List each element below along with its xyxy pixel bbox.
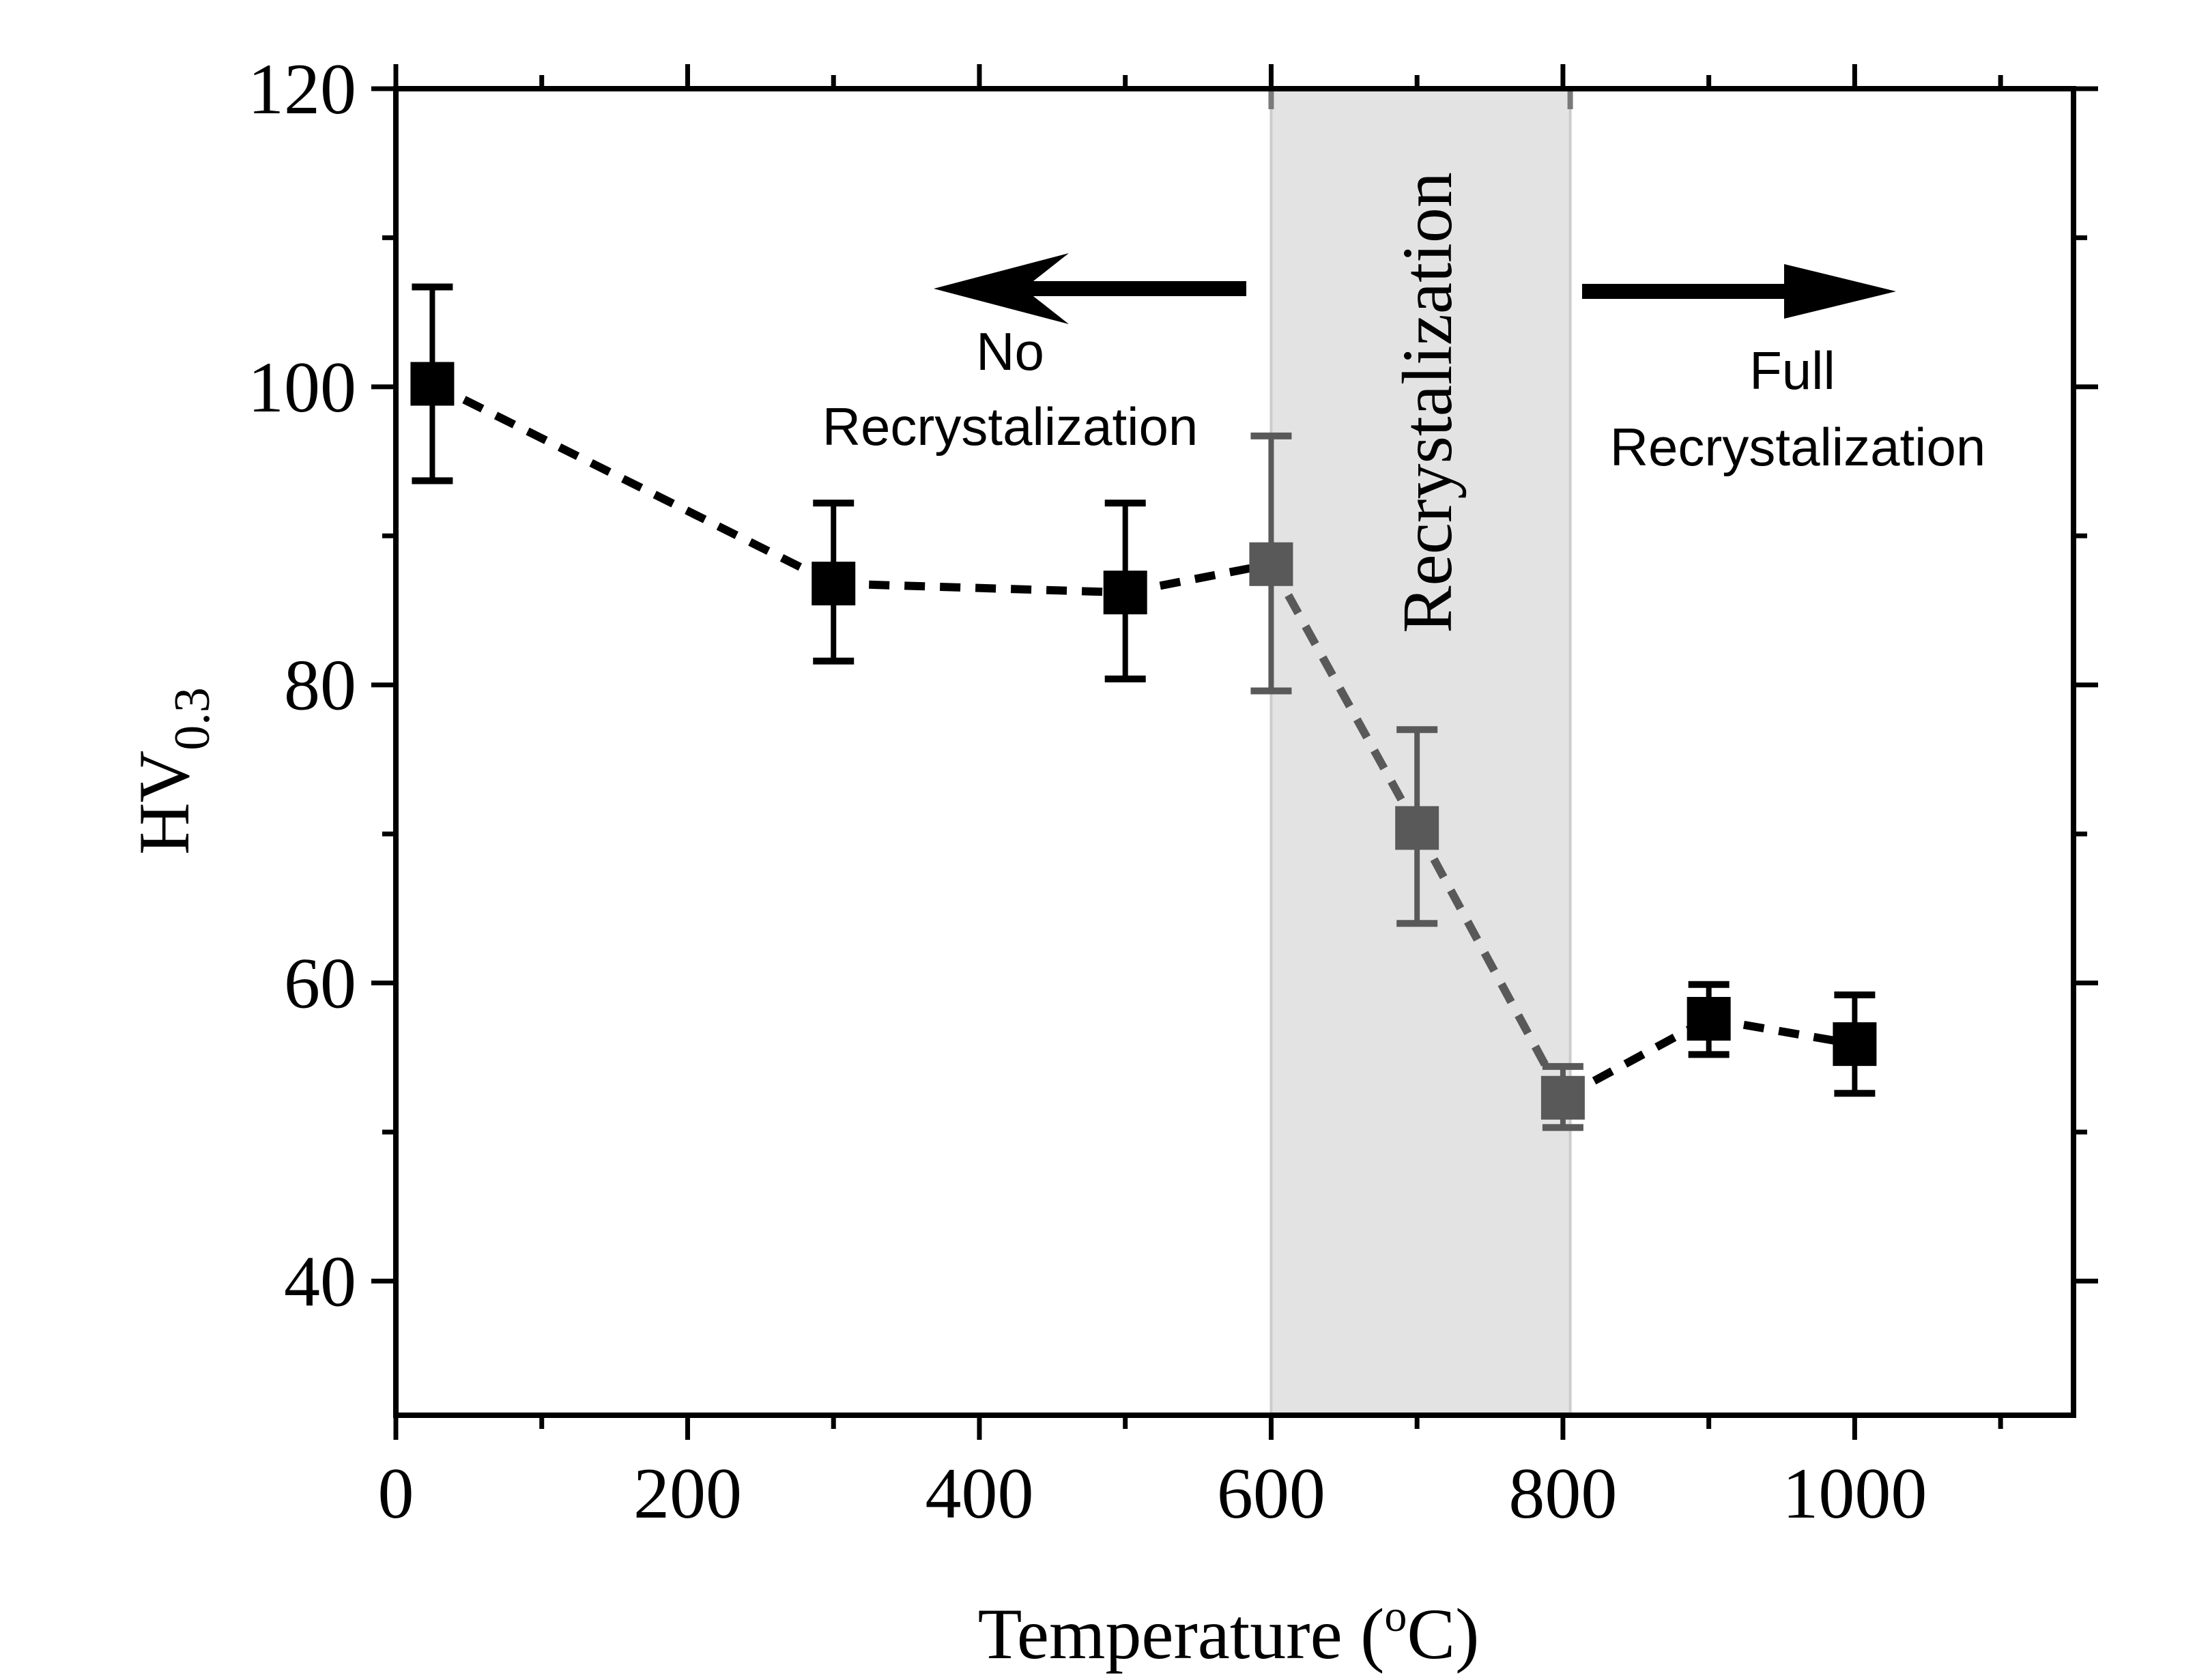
- y-tick-label: 40: [284, 1241, 356, 1321]
- data-point-marker: [1395, 806, 1439, 850]
- annotation-no-line-2: Recrystalization: [822, 396, 1199, 457]
- x-tick-label: 1000: [1782, 1453, 1927, 1533]
- data-point-marker: [812, 562, 856, 606]
- recrystalization-band-label: Recrystalization: [1388, 172, 1467, 633]
- left-arrow-head: [934, 253, 1069, 324]
- x-tick-label: 800: [1508, 1453, 1617, 1533]
- data-point-marker: [1249, 542, 1293, 586]
- series-layer: [410, 283, 1877, 1131]
- y-tick-label: 60: [284, 944, 356, 1024]
- data-point-marker: [1833, 1022, 1877, 1067]
- annotation-full-line-1: Full: [1749, 341, 1835, 401]
- series-connector-line: [833, 579, 1125, 597]
- right-arrow-head: [1784, 264, 1896, 319]
- y-axis-title-subscript: 0.3: [164, 687, 220, 751]
- shaded-region: [1269, 87, 1572, 1417]
- x-axis-title-prefix: Temperature (: [978, 1594, 1385, 1674]
- annotation-full-line-2: Recrystalization: [1610, 417, 1986, 477]
- axes-layer: 0 200 400 600 800 1000 40 60 80 100 120: [248, 49, 2098, 1533]
- y-axis-title-main: HV: [124, 751, 204, 855]
- x-axis-title-superscript: o: [1384, 1591, 1407, 1641]
- series-connector-line: [1124, 560, 1272, 597]
- series-connector-line: [1708, 1015, 1856, 1049]
- x-axis-title: Temperature (oC): [978, 1591, 1480, 1674]
- y-tick-label: 80: [284, 646, 356, 725]
- y-tick-label: 100: [248, 347, 356, 427]
- data-point-marker: [1540, 1075, 1585, 1120]
- plot-frame: [393, 86, 2076, 1418]
- series-connector-line: [430, 380, 835, 588]
- y-axis-title: HV0.3: [124, 687, 220, 855]
- data-point-marker: [1687, 996, 1731, 1041]
- x-tick-label: 400: [925, 1453, 1033, 1533]
- x-axis-title-suffix: C): [1407, 1594, 1479, 1674]
- x-tick-label: 200: [633, 1453, 742, 1533]
- annotation-no-line-1: No: [976, 321, 1044, 381]
- x-tick-label: 600: [1217, 1453, 1325, 1533]
- data-point-marker: [410, 362, 455, 406]
- y-tick-label: 120: [248, 49, 356, 129]
- data-point-marker: [1103, 570, 1147, 615]
- x-tick-label: 0: [378, 1453, 414, 1533]
- series-connector-line: [1413, 826, 1567, 1100]
- annotation-layer: [934, 253, 1896, 324]
- series-connector-line: [1267, 562, 1421, 830]
- recrystalization-band-layer: [1268, 87, 1573, 1417]
- series-connector-line: [1561, 1015, 1711, 1102]
